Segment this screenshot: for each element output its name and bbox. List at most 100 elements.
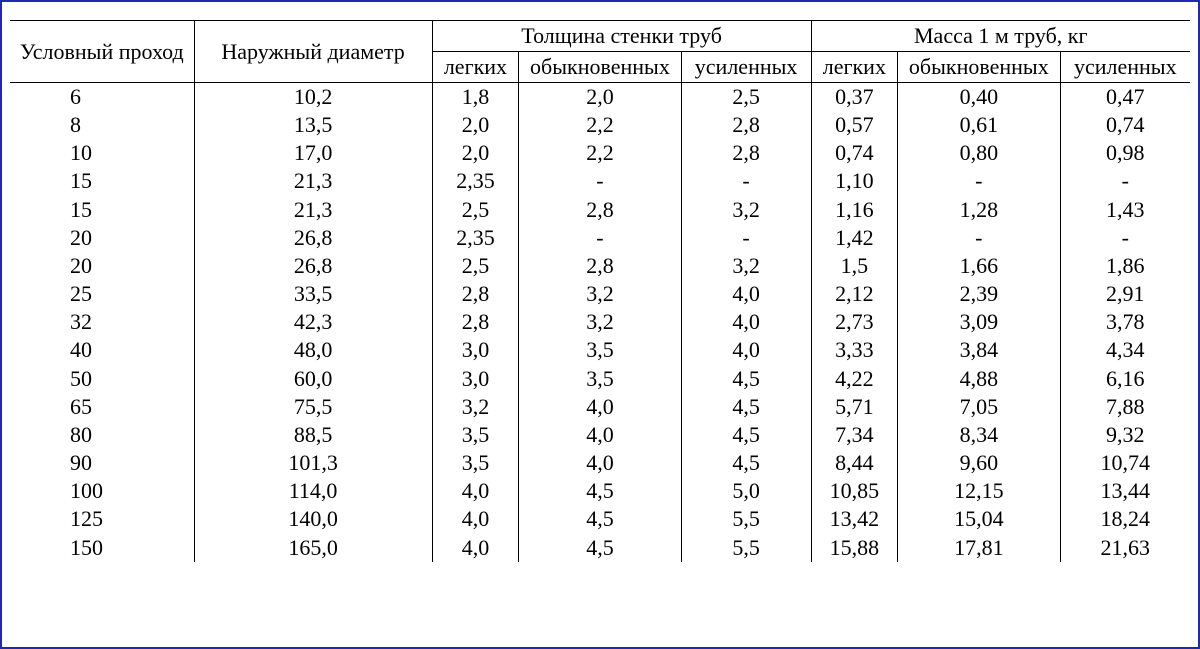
- table-cell: 100: [10, 477, 194, 505]
- table-row: 2026,82,35--1,42--: [10, 224, 1190, 252]
- table-cell: 80: [10, 421, 194, 449]
- table-cell: 1,8: [432, 83, 519, 112]
- table-cell: 2,91: [1060, 280, 1190, 308]
- table-cell: 2,35: [432, 167, 519, 195]
- table-row: 90101,33,54,04,58,449,6010,74: [10, 449, 1190, 477]
- header-wall-thickness-group: Толщина стенки труб: [432, 21, 811, 52]
- table-cell: 3,5: [432, 421, 519, 449]
- table-cell: 3,2: [681, 196, 811, 224]
- table-cell: 20: [10, 224, 194, 252]
- table-cell: -: [681, 167, 811, 195]
- table-cell: 75,5: [194, 393, 432, 421]
- table-cell: 7,05: [898, 393, 1060, 421]
- table-cell: 10: [10, 139, 194, 167]
- header-thickness-reinforced: усиленных: [681, 52, 811, 83]
- table-cell: 114,0: [194, 477, 432, 505]
- table-cell: 2,5: [432, 252, 519, 280]
- table-cell: 3,33: [811, 336, 898, 364]
- table-cell: 40: [10, 336, 194, 364]
- table-cell: 10,74: [1060, 449, 1190, 477]
- table-cell: 101,3: [194, 449, 432, 477]
- table-cell: 25: [10, 280, 194, 308]
- table-cell: 13,44: [1060, 477, 1190, 505]
- table-cell: 21,3: [194, 196, 432, 224]
- table-cell: 6: [10, 83, 194, 112]
- table-cell: 2,0: [519, 83, 681, 112]
- header-nominal-bore: Условный проход: [10, 21, 194, 83]
- table-cell: 2,8: [519, 196, 681, 224]
- table-cell: 9,60: [898, 449, 1060, 477]
- table-cell: 9,32: [1060, 421, 1190, 449]
- header-mass-reinforced: усиленных: [1060, 52, 1190, 83]
- table-cell: 3,2: [432, 393, 519, 421]
- table-cell: 3,5: [432, 449, 519, 477]
- table-cell: 3,0: [432, 365, 519, 393]
- table-cell: 13,5: [194, 111, 432, 139]
- header-mass-normal: обыкновенных: [898, 52, 1060, 83]
- table-cell: 21,63: [1060, 534, 1190, 562]
- table-cell: 4,5: [681, 449, 811, 477]
- table-cell: 4,34: [1060, 336, 1190, 364]
- table-cell: -: [1060, 224, 1190, 252]
- table-cell: -: [1060, 167, 1190, 195]
- table-cell: 15,88: [811, 534, 898, 562]
- table-cell: 3,2: [681, 252, 811, 280]
- table-cell: 3,78: [1060, 308, 1190, 336]
- table-cell: 2,12: [811, 280, 898, 308]
- table-cell: 4,5: [681, 421, 811, 449]
- table-cell: 48,0: [194, 336, 432, 364]
- table-cell: 20: [10, 252, 194, 280]
- table-cell: 0,37: [811, 83, 898, 112]
- table-cell: 65: [10, 393, 194, 421]
- table-cell: 4,0: [519, 421, 681, 449]
- table-cell: 32: [10, 308, 194, 336]
- table-cell: 0,47: [1060, 83, 1190, 112]
- table-cell: 0,40: [898, 83, 1060, 112]
- table-cell: -: [519, 224, 681, 252]
- table-cell: -: [519, 167, 681, 195]
- header-mass-light: легких: [811, 52, 898, 83]
- table-cell: -: [898, 167, 1060, 195]
- table-cell: 140,0: [194, 505, 432, 533]
- table-cell: -: [898, 224, 1060, 252]
- table-cell: 4,0: [519, 449, 681, 477]
- table-cell: 4,88: [898, 365, 1060, 393]
- header-thickness-normal: обыкновенных: [519, 52, 681, 83]
- table-cell: 5,0: [681, 477, 811, 505]
- table-row: 5060,03,03,54,54,224,886,16: [10, 365, 1190, 393]
- table-cell: 3,0: [432, 336, 519, 364]
- table-cell: 5,71: [811, 393, 898, 421]
- table-cell: 8,34: [898, 421, 1060, 449]
- table-cell: 3,5: [519, 336, 681, 364]
- table-cell: 4,0: [432, 505, 519, 533]
- table-cell: 13,42: [811, 505, 898, 533]
- table-cell: 2,39: [898, 280, 1060, 308]
- table-cell: 1,42: [811, 224, 898, 252]
- table-cell: 2,5: [681, 83, 811, 112]
- table-cell: 33,5: [194, 280, 432, 308]
- table-cell: 7,88: [1060, 393, 1190, 421]
- table-cell: 2,73: [811, 308, 898, 336]
- table-cell: 2,2: [519, 111, 681, 139]
- table-cell: 12,15: [898, 477, 1060, 505]
- table-cell: 8: [10, 111, 194, 139]
- table-header: Условный проход Наружный диаметр Толщина…: [10, 21, 1190, 83]
- table-cell: 2,8: [681, 139, 811, 167]
- table-cell: 1,28: [898, 196, 1060, 224]
- table-cell: 1,86: [1060, 252, 1190, 280]
- table-cell: 4,0: [681, 280, 811, 308]
- table-row: 125140,04,04,55,513,4215,0418,24: [10, 505, 1190, 533]
- header-outer-diameter: Наружный диаметр: [194, 21, 432, 83]
- pipe-spec-table: Условный проход Наружный диаметр Толщина…: [10, 20, 1190, 562]
- table-row: 813,52,02,22,80,570,610,74: [10, 111, 1190, 139]
- table-cell: 10,2: [194, 83, 432, 112]
- table-cell: 26,8: [194, 224, 432, 252]
- table-row: 8088,53,54,04,57,348,349,32: [10, 421, 1190, 449]
- table-row: 4048,03,03,54,03,333,844,34: [10, 336, 1190, 364]
- table-cell: 4,5: [681, 365, 811, 393]
- table-row: 6575,53,24,04,55,717,057,88: [10, 393, 1190, 421]
- table-cell: 4,5: [681, 393, 811, 421]
- table-cell: 0,74: [811, 139, 898, 167]
- table-row: 1521,32,52,83,21,161,281,43: [10, 196, 1190, 224]
- table-cell: 2,5: [432, 196, 519, 224]
